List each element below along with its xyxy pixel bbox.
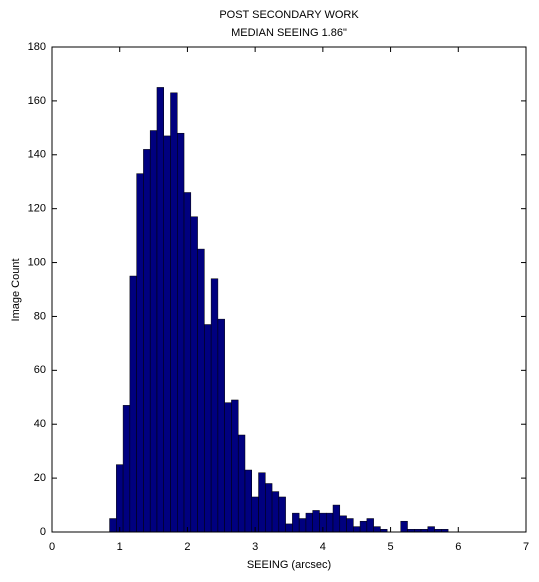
- y-tick-label: 180: [28, 41, 46, 53]
- bar: [149, 130, 158, 533]
- y-tick-label: 140: [28, 149, 46, 161]
- bar: [231, 399, 239, 533]
- y-tick-label: 60: [34, 364, 46, 376]
- bar: [427, 526, 435, 533]
- bar: [400, 520, 408, 533]
- y-tick-label: 20: [34, 472, 46, 484]
- y-axis-label: Image Count: [10, 259, 22, 322]
- bar: [170, 92, 178, 533]
- y-tick-label: 40: [34, 418, 46, 430]
- bar: [204, 324, 212, 533]
- bar: [122, 405, 131, 533]
- y-tick-label: 160: [28, 95, 46, 107]
- x-tick-label: 4: [320, 541, 326, 553]
- bar: [353, 526, 361, 533]
- bar: [156, 87, 164, 533]
- bar: [210, 278, 219, 533]
- chart-title: POST SECONDARY WORK: [219, 9, 359, 21]
- bar: [359, 520, 368, 533]
- plot-frame: [51, 46, 527, 533]
- bar: [163, 135, 171, 533]
- bar: [143, 149, 151, 533]
- bar: [346, 518, 354, 533]
- bar: [373, 526, 381, 533]
- bar: [312, 510, 320, 533]
- bar: [265, 483, 273, 533]
- bar: [292, 512, 300, 533]
- bar: [332, 504, 341, 533]
- bar: [278, 496, 286, 533]
- bar: [116, 464, 124, 533]
- y-tick-label: 80: [34, 310, 46, 322]
- bar: [339, 515, 347, 533]
- y-tick-label: 100: [28, 256, 46, 268]
- x-tick-label: 2: [184, 541, 190, 553]
- y-tick-label: 0: [40, 526, 46, 538]
- x-tick-label: 7: [523, 541, 529, 553]
- bar: [217, 318, 225, 533]
- x-tick-label: 0: [49, 541, 55, 553]
- bar: [190, 216, 198, 533]
- bar: [129, 275, 137, 533]
- bar: [298, 518, 307, 533]
- bar: [271, 491, 280, 533]
- bar: [366, 518, 374, 533]
- bar: [258, 472, 266, 533]
- chart-subtitle: MEDIAN SEEING 1.86": [231, 27, 347, 39]
- bar: [183, 192, 192, 533]
- bar: [325, 512, 334, 533]
- bar: [109, 518, 117, 533]
- bar: [251, 496, 259, 533]
- x-tick-label: 6: [455, 541, 461, 553]
- bar: [136, 173, 144, 533]
- bar: [197, 248, 205, 533]
- x-axis-label: SEEING (arcsec): [247, 559, 331, 571]
- y-tick-label: 120: [28, 203, 46, 215]
- bar: [177, 132, 185, 533]
- bar: [244, 469, 253, 533]
- bar: [224, 402, 232, 533]
- bar: [285, 523, 293, 533]
- x-tick-label: 3: [252, 541, 258, 553]
- x-tick-label: 1: [117, 541, 123, 553]
- bar: [305, 512, 313, 533]
- x-tick-label: 5: [388, 541, 394, 553]
- bar: [237, 434, 246, 533]
